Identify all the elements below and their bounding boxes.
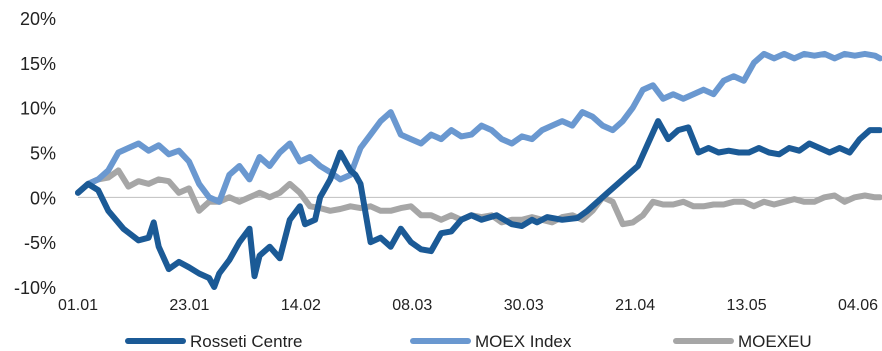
series-line-moex-index: [75, 50, 882, 205]
y-tick-label: -10%: [14, 278, 56, 298]
legend: Rosseti Centre MOEX Index MOEXEU: [125, 332, 812, 351]
y-tick-label: 0%: [30, 188, 56, 208]
x-tick-label: 04.06: [838, 297, 878, 314]
x-tick-label: 01.01: [58, 297, 98, 314]
x-tick-label: 21.04: [615, 297, 655, 314]
x-axis: 01.01 23.01 14.02 08.03 30.03 21.04 13.05 04.06: [58, 297, 878, 314]
series-layer: [75, 50, 882, 290]
x-tick-label: 13.05: [727, 297, 767, 314]
legend-label: Rosseti Centre: [190, 332, 302, 351]
y-tick-label: 15%: [20, 54, 56, 74]
y-tick-label: 10%: [20, 99, 56, 119]
y-tick-label: 20%: [20, 9, 56, 29]
x-tick-label: 08.03: [392, 297, 432, 314]
x-tick-label: 30.03: [504, 297, 544, 314]
series-line-rosseti-centre: [75, 118, 882, 290]
y-axis: 20% 15% 10% 5% 0% -5% -10%: [14, 9, 56, 298]
legend-label: MOEXEU: [738, 332, 812, 351]
y-tick-label: 5%: [30, 144, 56, 164]
legend-label: MOEX Index: [475, 332, 572, 351]
y-tick-label: -5%: [24, 233, 56, 253]
x-tick-label: 14.02: [281, 297, 321, 314]
x-tick-label: 23.01: [169, 297, 209, 314]
